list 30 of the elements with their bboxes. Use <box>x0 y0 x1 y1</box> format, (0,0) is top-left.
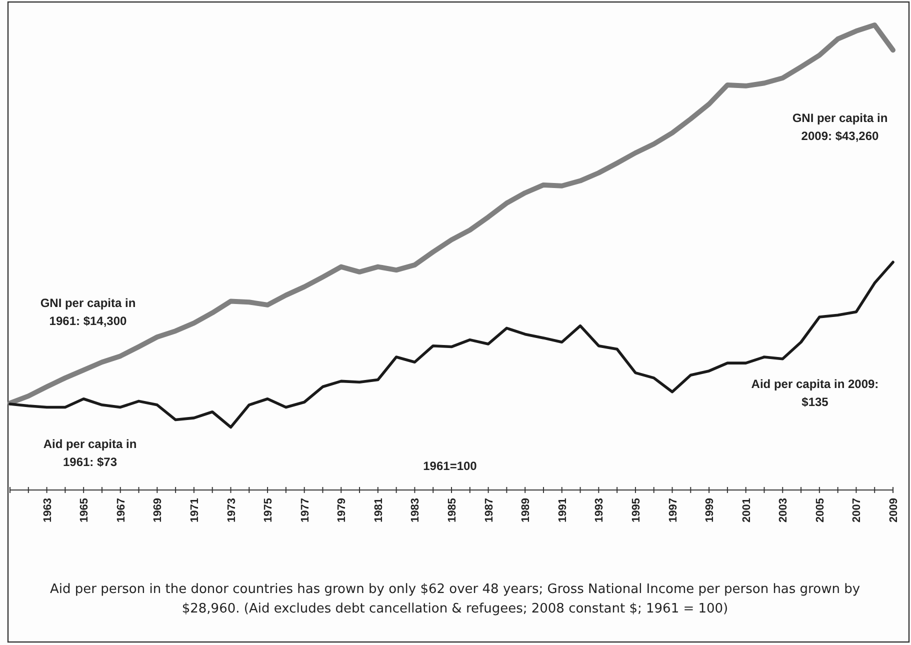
x-tick-label: 1967 <box>115 498 128 522</box>
x-tick-label: 1963 <box>42 498 54 522</box>
x-tick-label: 1973 <box>226 498 238 522</box>
x-tick-label: 1989 <box>520 498 532 522</box>
x-tick-label: 1993 <box>594 498 606 522</box>
x-tick-label: 1975 <box>262 498 275 522</box>
annotation: Aid per capita in 2009: $135 <box>751 377 879 409</box>
annotation: GNI per capita in 2009: $43,260 <box>792 111 888 143</box>
x-tick-label: 1981 <box>372 498 385 522</box>
x-tick-label: 1985 <box>446 498 458 522</box>
x-tick-label: 1991 <box>556 498 569 522</box>
annotation: 1961=100 <box>423 459 478 473</box>
x-tick-label: 1983 <box>410 498 422 522</box>
x-tick-label: 2007 <box>851 498 864 522</box>
annotation: GNI per capita in 1961: $14,300 <box>40 296 136 328</box>
x-tick-label: 2005 <box>814 498 826 522</box>
x-tick-label: 1965 <box>78 498 91 522</box>
annotation: Aid per capita in 1961: $73 <box>43 437 137 469</box>
x-tick-label: 2003 <box>778 498 790 522</box>
x-tick-label: 1977 <box>299 498 312 522</box>
x-tick-label: 1997 <box>667 498 680 522</box>
x-tick-label: 1969 <box>152 498 164 522</box>
x-tick-label: 2009 <box>888 498 900 522</box>
text: Aid per person in the donor countries has grown by only $62 over 48 years; Gross National Income per person has grown by $28,960. (Aid excludes debt cancellation & refugees; 2008 constant $; 1961 = 100) <box>50 582 860 616</box>
x-tick-label: 2001 <box>740 498 753 522</box>
x-tick-label: 1995 <box>630 498 642 522</box>
x-tick-label: 1987 <box>483 498 496 522</box>
x-tick-label: 1999 <box>704 498 716 522</box>
x-tick-label: 1971 <box>188 498 201 522</box>
x-tick-label: 1979 <box>336 498 348 522</box>
